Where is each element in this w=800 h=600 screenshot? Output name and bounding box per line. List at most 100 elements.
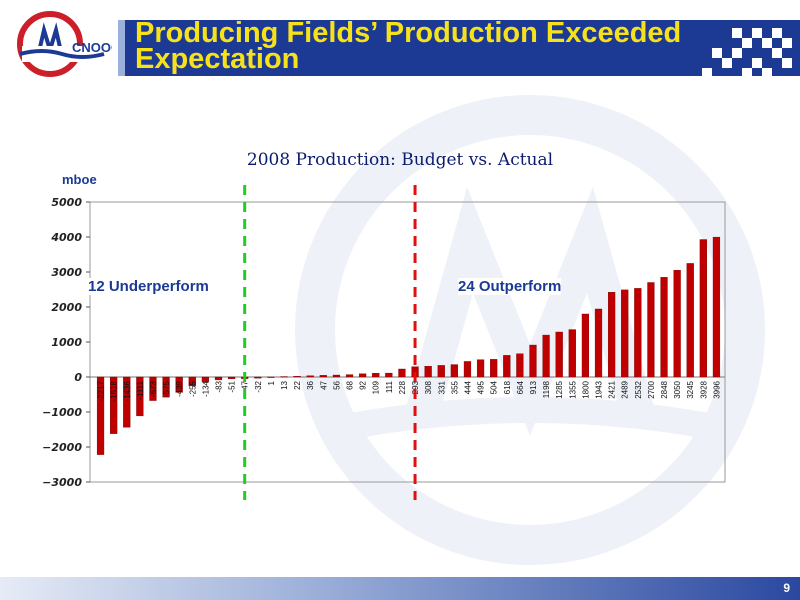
bar <box>188 376 196 387</box>
category-label: 2700 <box>647 380 656 398</box>
category-label: -673 <box>149 380 158 397</box>
category-label: -2217 <box>97 380 106 401</box>
bar <box>660 277 668 378</box>
category-label: 308 <box>424 380 433 394</box>
y-tick-label: 4000 <box>50 231 82 244</box>
category-label: 1355 <box>568 380 577 398</box>
category-label: -439 <box>175 380 184 397</box>
category-label: 355 <box>450 380 459 394</box>
bar <box>450 364 458 378</box>
underperform-label: 12 Underperform <box>88 278 209 295</box>
cnooc-logo: CNOOC <box>17 11 112 77</box>
bar <box>149 376 157 401</box>
category-label: 2532 <box>634 380 643 398</box>
category-label: 13 <box>280 380 289 389</box>
category-label: 1198 <box>542 380 551 398</box>
bar <box>293 376 301 378</box>
y-tick-label: −2000 <box>42 441 82 454</box>
category-label: 1 <box>267 380 276 385</box>
y-tick-label: 3000 <box>51 266 82 279</box>
slide-title-line2: Expectation <box>135 43 300 75</box>
bar <box>96 376 105 455</box>
category-label: -575 <box>162 380 171 397</box>
bar <box>359 373 367 378</box>
bar <box>594 308 603 378</box>
category-label: 68 <box>346 380 355 389</box>
category-label: 3928 <box>699 380 708 398</box>
slide-title: Producing Fields’ Production Exceeded Ex… <box>135 17 735 75</box>
bar <box>227 376 236 379</box>
y-tick-label: 5000 <box>51 196 82 209</box>
bar <box>463 361 472 378</box>
title-accent <box>118 20 126 76</box>
bar <box>647 282 655 378</box>
bar <box>555 331 563 378</box>
bar <box>110 376 118 434</box>
y-tick-label: −3000 <box>42 476 82 489</box>
y-axis-unit: mboe <box>62 172 97 187</box>
category-label: -51 <box>228 380 237 392</box>
svg-text:CNOOC: CNOOC <box>72 40 112 55</box>
bar <box>529 344 537 378</box>
category-label: 56 <box>332 380 341 389</box>
category-label: 1800 <box>581 380 590 398</box>
bar <box>621 289 629 378</box>
category-label: 2421 <box>608 380 617 398</box>
bar <box>372 372 380 378</box>
bar <box>306 375 314 378</box>
category-label: 504 <box>490 380 499 394</box>
category-label: -1436 <box>123 380 132 401</box>
category-label: 444 <box>463 380 472 394</box>
category-label: 3245 <box>686 380 695 398</box>
category-label: 36 <box>306 380 315 389</box>
chart-title: 2008 Production: Budget vs. Actual <box>246 150 554 170</box>
category-label: -32 <box>254 380 263 392</box>
bar <box>712 236 721 378</box>
bar <box>581 313 590 378</box>
plot-frame <box>89 201 726 483</box>
bar <box>398 368 406 378</box>
bar <box>476 359 485 378</box>
bar <box>673 270 681 378</box>
category-label: -134 <box>201 380 210 397</box>
bar <box>608 292 616 378</box>
bar <box>385 372 393 378</box>
bar <box>490 359 498 378</box>
bar <box>699 239 707 378</box>
bar <box>162 376 170 398</box>
bar <box>542 334 550 378</box>
category-label: 1285 <box>555 380 564 398</box>
category-label: 3050 <box>673 380 682 398</box>
bar <box>280 376 288 378</box>
checker-pattern <box>702 28 792 78</box>
bar <box>516 353 524 378</box>
bar <box>424 366 432 378</box>
bar <box>214 376 223 381</box>
bar <box>686 263 694 378</box>
bar <box>332 374 341 378</box>
bar <box>568 329 576 378</box>
category-label: -83 <box>214 380 223 392</box>
bar <box>437 365 445 378</box>
bar <box>136 376 144 417</box>
bar <box>319 375 327 378</box>
category-label: 331 <box>437 380 446 394</box>
y-tick-label: 1000 <box>51 336 82 349</box>
bar <box>123 376 131 428</box>
category-label: 664 <box>516 380 525 394</box>
category-label: 495 <box>477 380 486 394</box>
bar <box>267 376 275 378</box>
category-label: -1618 <box>110 380 119 401</box>
category-label: 47 <box>319 380 328 389</box>
category-label: 913 <box>529 380 538 394</box>
category-label: 618 <box>503 380 512 394</box>
bar <box>254 376 262 379</box>
bar <box>345 374 354 378</box>
bar <box>634 288 642 378</box>
category-label: 1943 <box>595 380 604 398</box>
category-label: 2489 <box>621 380 630 398</box>
category-label: 111 <box>385 380 394 393</box>
category-label: -1111 <box>136 380 145 399</box>
slide-title-line1: Producing Fields’ Production Exceeded <box>135 17 682 49</box>
category-label: 3996 <box>712 380 721 398</box>
